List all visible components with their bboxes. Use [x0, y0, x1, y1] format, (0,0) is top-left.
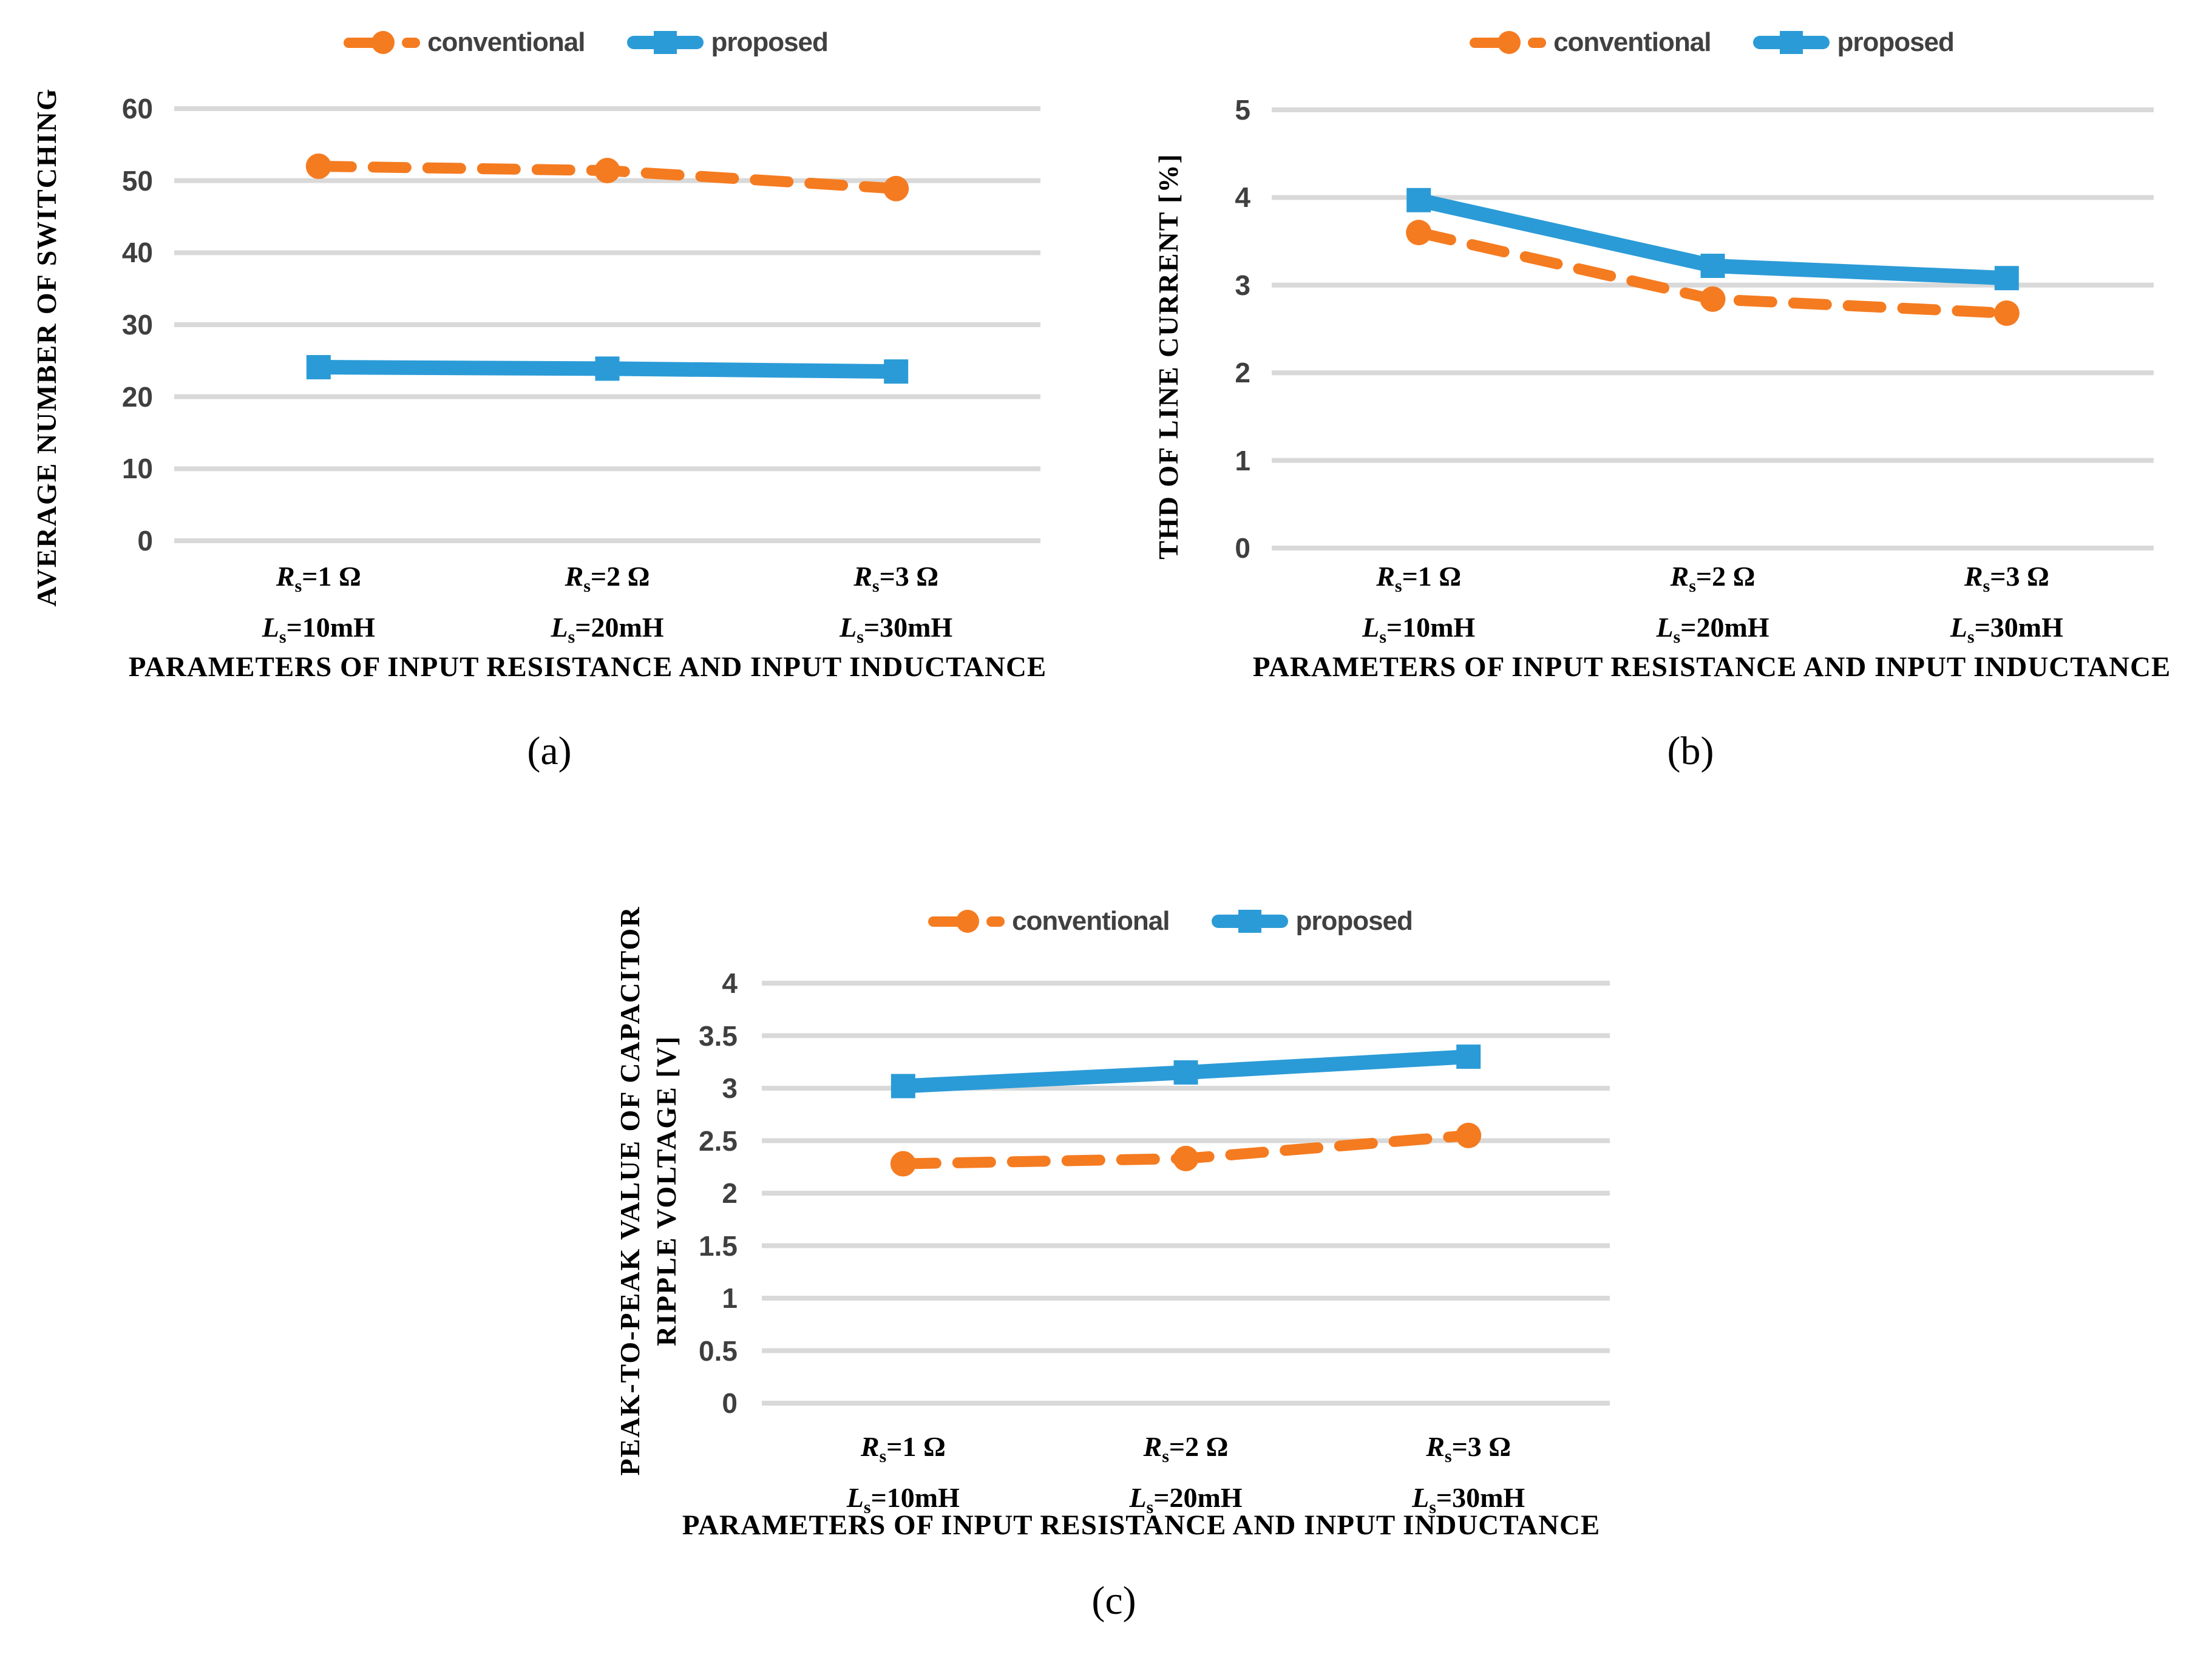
- conventional-marker: [1700, 286, 1726, 312]
- proposed-marker: [884, 359, 909, 384]
- conventional-marker: [305, 153, 331, 179]
- x-tick-label: Rs=3 Ω Ls=30mH: [1412, 1431, 1525, 1518]
- proposed-marker: [306, 355, 331, 380]
- legend-item-conventional: conventional: [344, 27, 585, 58]
- chart-c-x-axis-title: PARAMETERS OF INPUT RESISTANCE AND INPUT…: [682, 1509, 1601, 1541]
- y-tick-label: 3: [722, 1072, 738, 1104]
- conventional-marker: [1993, 300, 2020, 327]
- chart-a-plot-area: [174, 106, 1040, 543]
- chart-a-x-axis-title: PARAMETERS OF INPUT RESISTANCE AND INPUT…: [128, 651, 1047, 683]
- chart-b-plot-area: [1272, 107, 2154, 550]
- conventional-series-icon: [344, 30, 421, 55]
- proposed-marker: [1173, 1060, 1198, 1085]
- conventional-series-icon: [1470, 30, 1547, 55]
- proposed-marker: [891, 1074, 915, 1099]
- legend-item-conventional: conventional: [1470, 27, 1711, 58]
- x-tick-label: Rs=2 Ω Ls=20mH: [1656, 561, 1769, 648]
- y-tick-label: 60: [121, 93, 153, 124]
- legend-label-conventional: conventional: [1553, 27, 1711, 57]
- legend-label-conventional: conventional: [427, 27, 585, 57]
- y-tick-label: 2: [722, 1177, 738, 1209]
- chart-b-x-axis-title: PARAMETERS OF INPUT RESISTANCE AND INPUT…: [1252, 651, 2171, 683]
- y-tick-label: 3.5: [699, 1020, 738, 1052]
- proposed-series-icon: [1212, 909, 1289, 933]
- proposed-marker: [1406, 188, 1431, 212]
- y-tick-label: 0: [1235, 532, 1250, 564]
- chart-b-caption: (b): [1667, 729, 1714, 773]
- conventional-marker: [1173, 1145, 1199, 1171]
- x-tick-label: Rs=1 Ω Ls=10mH: [262, 561, 375, 648]
- proposed-series-icon: [1753, 30, 1830, 55]
- chart-c-caption: (c): [1091, 1579, 1136, 1623]
- y-tick-label: 2: [1235, 357, 1250, 389]
- conventional-marker: [1406, 220, 1432, 246]
- y-tick-label: 20: [121, 381, 153, 413]
- x-tick-label: Rs=3 Ω Ls=30mH: [840, 561, 953, 648]
- legend-label-proposed: proposed: [711, 27, 828, 57]
- chart-b-legend: conventional proposed: [1348, 18, 2076, 67]
- y-tick-label: 40: [121, 237, 153, 269]
- y-tick-label: 1: [1235, 444, 1250, 476]
- conventional-marker: [890, 1151, 916, 1177]
- conventional-marker: [883, 175, 909, 201]
- conventional-marker: [1456, 1122, 1482, 1148]
- conventional-marker: [594, 158, 620, 184]
- y-tick-label: 0.5: [699, 1335, 738, 1367]
- x-tick-label: Rs=3 Ω Ls=30mH: [1950, 561, 2063, 648]
- conventional-series-icon: [928, 909, 1005, 933]
- legend-label-proposed: proposed: [1837, 27, 1954, 57]
- y-tick-label: 30: [121, 309, 153, 340]
- y-tick-label: 10: [121, 453, 153, 485]
- y-tick-label: 5: [1235, 94, 1250, 126]
- y-tick-label: 1: [722, 1282, 738, 1314]
- proposed-marker: [595, 356, 620, 381]
- chart-a-legend: conventional proposed: [222, 18, 950, 67]
- legend-item-conventional: conventional: [928, 906, 1170, 936]
- legend-label-conventional: conventional: [1012, 906, 1170, 936]
- x-tick-label: Rs=2 Ω Ls=20mH: [551, 561, 664, 648]
- legend-item-proposed: proposed: [627, 27, 829, 58]
- y-tick-label: 0: [137, 525, 153, 557]
- chart-c-legend: conventional proposed: [806, 897, 1535, 946]
- legend-item-proposed: proposed: [1753, 27, 1955, 58]
- legend-label-proposed: proposed: [1295, 906, 1413, 936]
- proposed-marker: [1700, 254, 1725, 279]
- y-tick-label: 1.5: [699, 1230, 738, 1262]
- y-tick-label: 0: [722, 1387, 738, 1419]
- chart-c-plot-area: [762, 981, 1610, 1406]
- y-tick-label: 2.5: [699, 1125, 738, 1157]
- x-tick-label: Rs=1 Ω Ls=10mH: [1362, 561, 1476, 648]
- y-tick-label: 50: [121, 164, 153, 197]
- chart-a-caption: (a): [527, 729, 572, 773]
- y-tick-label: 4: [722, 967, 738, 999]
- x-tick-label: Rs=2 Ω Ls=20mH: [1129, 1431, 1243, 1518]
- x-tick-label: Rs=1 Ω Ls=10mH: [846, 1431, 960, 1518]
- y-tick-label: 3: [1235, 269, 1250, 301]
- proposed-marker: [1994, 266, 2019, 291]
- y-tick-label: 4: [1235, 181, 1250, 214]
- proposed-marker: [1456, 1044, 1481, 1069]
- legend-item-proposed: proposed: [1212, 906, 1413, 936]
- proposed-series-icon: [627, 30, 704, 55]
